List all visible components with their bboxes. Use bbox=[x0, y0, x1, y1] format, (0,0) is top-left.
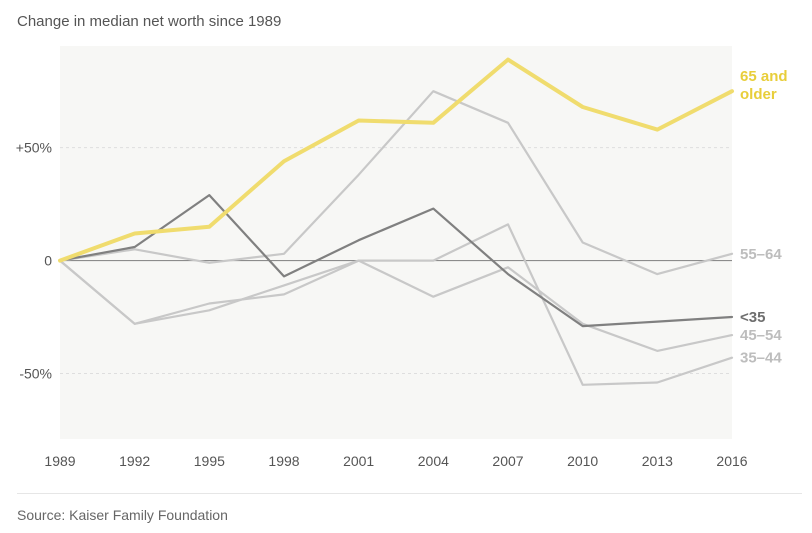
x-tick-label: 2007 bbox=[492, 453, 523, 469]
series-line bbox=[58, 90, 734, 276]
y-tick-label: 0 bbox=[44, 253, 52, 269]
series-label: 65 and older bbox=[740, 68, 788, 103]
line-chart: +50% 0 -50% 1989 1992 1995 1998 2001 2004 2007 201… bbox=[15, 46, 788, 469]
x-tick-label: 2004 bbox=[418, 453, 449, 469]
y-tick-label: +50% bbox=[16, 140, 52, 156]
x-tick-label: 1989 bbox=[44, 453, 75, 469]
series-label: 45–54 bbox=[740, 327, 782, 344]
x-tick-label: 2001 bbox=[343, 453, 374, 469]
x-tick-label: 1998 bbox=[268, 453, 299, 469]
series-line bbox=[58, 259, 734, 352]
series-label: <35 bbox=[740, 309, 765, 326]
x-tick-label: 1992 bbox=[119, 453, 150, 469]
source-note: Source: Kaiser Family Foundation bbox=[17, 507, 228, 523]
x-tick-label: 2016 bbox=[716, 453, 747, 469]
series-line bbox=[58, 57, 734, 263]
series-line bbox=[58, 223, 734, 386]
series-label: 55–64 bbox=[740, 246, 782, 263]
x-tick-label: 1995 bbox=[194, 453, 225, 469]
series-line bbox=[58, 194, 734, 328]
x-tick-label: 2010 bbox=[567, 453, 598, 469]
series-label: 35–44 bbox=[740, 350, 782, 367]
footer-divider bbox=[17, 493, 802, 494]
chart-title: Change in median net worth since 1989 bbox=[17, 13, 282, 30]
y-tick-label: -50% bbox=[19, 366, 52, 382]
plot-area bbox=[60, 46, 732, 439]
x-tick-label: 2013 bbox=[642, 453, 673, 469]
